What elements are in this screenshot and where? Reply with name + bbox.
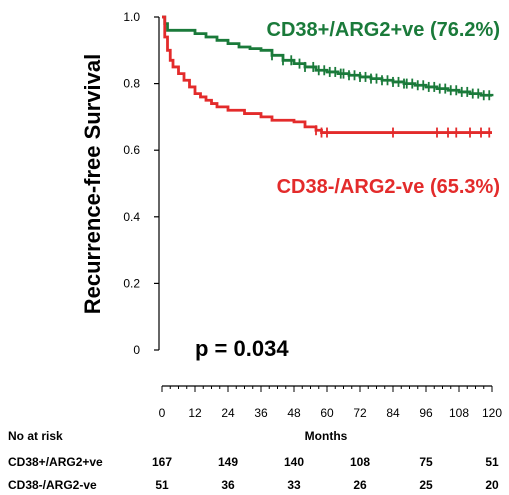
p-value-annotation: p = 0.034 [195, 336, 289, 361]
y-tick-label: 0 [133, 343, 140, 357]
series-line [162, 15, 492, 134]
x-tick-label: 108 [449, 406, 469, 420]
risk-cell: 33 [287, 478, 301, 492]
y-axis-title: Recurrence-free Survival [80, 54, 105, 314]
series-line [162, 15, 494, 97]
series-1 [162, 15, 492, 138]
y-tick-label: 0.8 [123, 77, 140, 91]
x-ticks: 0 12 24 36 48 60 72 84 96 108 120 [159, 386, 502, 420]
risk-cell: 108 [350, 455, 370, 469]
x-tick-label: 12 [188, 406, 202, 420]
x-tick-label: 48 [287, 406, 301, 420]
risk-row-label-green: CD38+/ARG2+ve [8, 455, 103, 469]
x-tick-label: 72 [353, 406, 367, 420]
x-tick-label: 96 [419, 406, 433, 420]
risk-cell: 36 [221, 478, 235, 492]
legend-label-red: CD38-/ARG2-ve (65.3%) [277, 176, 500, 198]
x-axis-title: Months [305, 429, 348, 443]
risk-cell: 20 [485, 478, 499, 492]
risk-cell: 25 [419, 478, 433, 492]
x-tick-label: 120 [482, 406, 502, 420]
x-tick-label: 84 [386, 406, 400, 420]
risk-cell: 51 [485, 455, 499, 469]
y-tick-label: 0.6 [123, 143, 140, 157]
risk-cell: 75 [419, 455, 433, 469]
risk-cell: 51 [155, 478, 169, 492]
risk-table-header: No at risk [8, 429, 63, 443]
x-tick-label: 0 [159, 406, 166, 420]
legend-label-green: CD38+/ARG2+ve (76.2%) [267, 19, 500, 41]
risk-table-values: 167 149 140 108 75 51 51 36 33 26 25 20 [152, 455, 499, 492]
x-tick-label: 36 [254, 406, 268, 420]
x-tick-label: 60 [320, 406, 334, 420]
y-tick-label: 0.4 [123, 210, 140, 224]
risk-row-label-red: CD38-/ARG2-ve [8, 478, 97, 492]
risk-cell: 26 [353, 478, 367, 492]
y-tick-label: 0.2 [123, 276, 140, 290]
y-tick-label: 1.0 [123, 10, 140, 24]
risk-cell: 167 [152, 455, 172, 469]
risk-cell: 140 [284, 455, 304, 469]
y-ticks: 0 0.2 0.4 0.6 0.8 1.0 [123, 10, 159, 357]
survival-curves [162, 15, 494, 138]
x-tick-label: 24 [221, 406, 235, 420]
risk-cell: 149 [218, 455, 238, 469]
series-0 [162, 15, 494, 101]
